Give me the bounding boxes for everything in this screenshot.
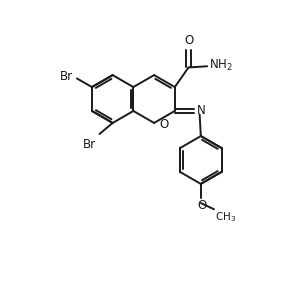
Text: Br: Br [83, 138, 96, 151]
Text: O: O [197, 199, 207, 212]
Text: O: O [184, 34, 193, 47]
Text: NH$_2$: NH$_2$ [209, 58, 232, 73]
Text: O: O [159, 118, 168, 131]
Text: N: N [197, 104, 206, 117]
Text: Br: Br [59, 70, 73, 83]
Text: CH$_3$: CH$_3$ [215, 210, 236, 224]
